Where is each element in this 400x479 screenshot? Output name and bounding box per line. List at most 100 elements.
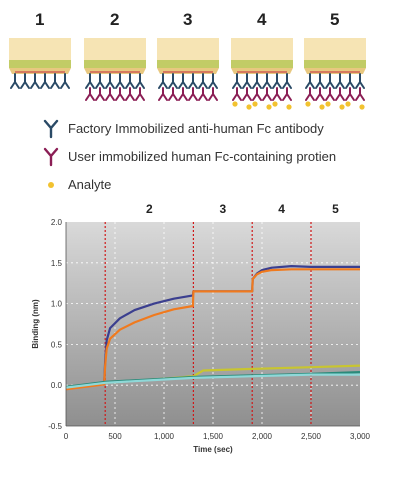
analyte-dot: [266, 104, 272, 110]
antibody-icon: [208, 73, 218, 89]
x-tick-label: 1,000: [154, 432, 175, 441]
x-tick-label: 500: [108, 432, 122, 441]
protein-icon: [335, 87, 345, 101]
step-number: 2: [110, 10, 120, 29]
legend-label: Analyte: [68, 176, 112, 192]
antibody-icon: [40, 73, 50, 89]
biosensor-tip: [157, 38, 219, 101]
antibody-icon: [168, 73, 178, 89]
legend-item-factory-antibody: Factory Immobilized anti-human Fc antibo…: [40, 114, 400, 142]
factory-antibody-icon: [43, 119, 59, 139]
protein-icon: [232, 87, 242, 101]
analyte-dot: [339, 104, 345, 110]
x-tick-label: 1,500: [203, 432, 224, 441]
antibody-icon: [305, 73, 315, 89]
y-tick-label: -0.5: [48, 422, 62, 431]
antibody-icon: [158, 73, 168, 89]
legend-item-user-protein: User immobilized human Fc-containing pro…: [40, 142, 400, 170]
step-number: 3: [183, 10, 193, 29]
analyte-dot: [359, 104, 365, 110]
protein-icon: [305, 87, 315, 101]
analyte-dot: [252, 101, 258, 107]
antibody-icon: [125, 73, 135, 89]
step-marker-label: 3: [219, 202, 226, 216]
analyte-dot-icon: [48, 182, 54, 188]
step-marker-label: 5: [332, 202, 339, 216]
protein-icon: [272, 87, 282, 101]
antibody-icon: [10, 73, 20, 89]
x-tick-label: 2,500: [301, 432, 322, 441]
antibody-icon: [115, 73, 125, 89]
antibody-icon: [85, 73, 95, 89]
protein-icon: [208, 87, 218, 101]
antibody-icon: [198, 73, 208, 89]
analyte-dot: [325, 101, 331, 107]
step-number: 5: [330, 10, 340, 29]
y-tick-label: 0.0: [51, 381, 63, 390]
protein-icon: [125, 87, 135, 101]
legend: Factory Immobilized anti-human Fc antibo…: [40, 114, 400, 198]
step-marker-label: 2: [146, 202, 153, 216]
protein-icon: [105, 87, 115, 101]
step-marker-label: 4: [278, 202, 285, 216]
antibody-icon: [135, 73, 145, 89]
protein-icon: [168, 87, 178, 101]
biosensor-tip: [231, 38, 293, 110]
y-tick-label: 2.0: [51, 218, 63, 227]
biosensor-tip: [304, 38, 366, 110]
analyte-dot: [305, 101, 311, 107]
antibody-icon: [315, 73, 325, 89]
protein-icon: [85, 87, 95, 101]
y-tick-label: 1.5: [51, 259, 63, 268]
antibody-icon: [345, 73, 355, 89]
analyte-dot: [272, 101, 278, 107]
antibody-icon: [252, 73, 262, 89]
analyte-dot: [232, 101, 238, 107]
antibody-icon: [20, 73, 30, 89]
biosensor-tip: [9, 38, 71, 89]
analyte-dot: [345, 101, 351, 107]
antibody-icon: [335, 73, 345, 89]
x-tick-label: 3,000: [350, 432, 371, 441]
y-tick-label: 0.5: [51, 340, 63, 349]
protein-icon: [135, 87, 145, 101]
antibody-icon: [95, 73, 105, 89]
protein-icon: [188, 87, 198, 101]
protein-icon: [345, 87, 355, 101]
protein-icon: [282, 87, 292, 101]
biosensor-tip: [84, 38, 146, 101]
antibody-icon: [30, 73, 40, 89]
protein-icon: [355, 87, 365, 101]
analyte-dot: [246, 104, 252, 110]
legend-label: Factory Immobilized anti-human Fc antibo…: [68, 120, 324, 136]
protein-icon: [325, 87, 335, 101]
antibody-icon: [188, 73, 198, 89]
antibody-icon: [355, 73, 365, 89]
protein-icon: [242, 87, 252, 101]
series-line-5: [65, 373, 360, 389]
antibody-icon: [60, 73, 70, 89]
protein-icon: [262, 87, 272, 101]
x-axis-title: Time (sec): [193, 445, 233, 454]
legend-item-analyte: Analyte: [40, 170, 400, 198]
antibody-icon: [232, 73, 242, 89]
protein-icon: [95, 87, 105, 101]
protein-icon: [315, 87, 325, 101]
series-line-2: [65, 268, 360, 391]
antibody-icon: [325, 73, 335, 89]
protein-icon: [158, 87, 168, 101]
biosensor-steps: 1 2 3 4 5: [0, 0, 400, 120]
protein-icon: [178, 87, 188, 101]
antibody-icon: [282, 73, 292, 89]
x-tick-label: 2,000: [252, 432, 273, 441]
protein-icon: [115, 87, 125, 101]
analyte-dot: [286, 104, 292, 110]
analyte-dot: [319, 104, 325, 110]
y-tick-label: 1.0: [51, 300, 63, 309]
antibody-icon: [50, 73, 60, 89]
user-protein-icon: [43, 147, 59, 167]
antibody-icon: [262, 73, 272, 89]
step-number: 4: [257, 10, 267, 29]
antibody-icon: [272, 73, 282, 89]
binding-chart: 2 3 4 5 0 500 1,000 1,500 2,000 2,500 3,000 -0.5 0.0…: [31, 202, 371, 454]
